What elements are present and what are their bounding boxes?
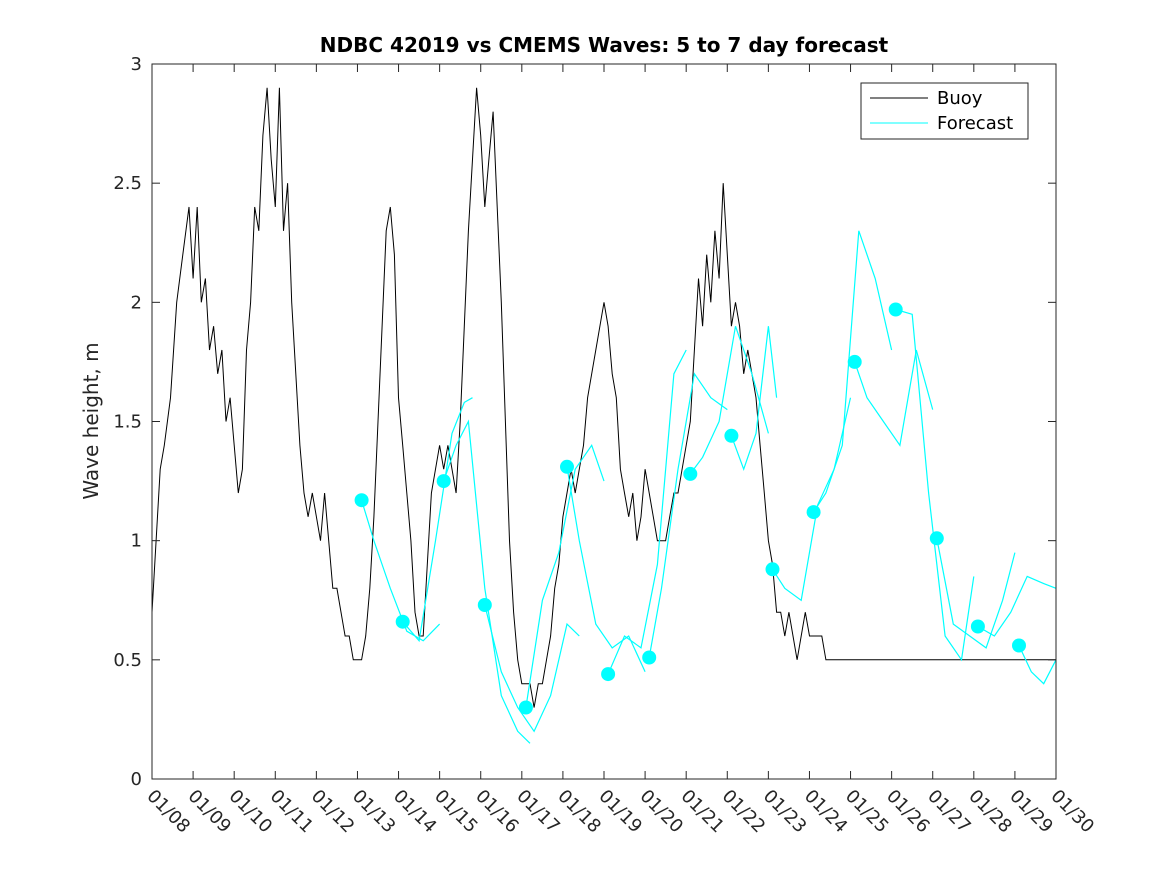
x-tick-label: 01/17 [512, 786, 564, 838]
legend-box [860, 82, 1029, 140]
x-tick-label: 01/14 [389, 786, 441, 838]
chart-title: NDBC 42019 vs CMEMS Waves: 5 to 7 day fo… [320, 33, 889, 57]
legend-buoy-label: Buoy [937, 88, 983, 109]
y-tick-label: 3 [131, 54, 142, 75]
forecast-marker [395, 614, 410, 629]
forecast-series-line-14 [895, 308, 975, 662]
forecast-marker [518, 700, 533, 715]
y-tick-label: 1.5 [113, 412, 142, 433]
forecast-marker [724, 428, 739, 443]
x-tick-label: 01/18 [553, 786, 605, 838]
forecast-marker [601, 667, 616, 682]
x-tick-label: 01/26 [882, 786, 934, 838]
forecast-series-line-5 [525, 443, 605, 708]
forecast-series-line-9 [689, 326, 769, 475]
forecast-marker [436, 474, 451, 489]
y-tick-label: 0 [131, 769, 142, 790]
x-tick-label: 01/28 [964, 786, 1016, 838]
forecast-marker [847, 354, 862, 369]
forecast-series-line-7 [607, 349, 687, 675]
forecast-marker [642, 650, 657, 665]
x-tick-label: 01/09 [184, 786, 236, 838]
x-tick-label: 01/10 [225, 786, 277, 838]
y-tick-label: 1 [131, 531, 142, 552]
marker-layer [354, 302, 1026, 715]
forecast-series-line-4 [484, 604, 580, 733]
legend: Buoy Forecast [860, 82, 1029, 140]
forecast-marker [560, 459, 574, 474]
forecast-series-line-11 [771, 397, 852, 602]
x-tick-label: 01/23 [759, 786, 811, 838]
forecast-series-line-12 [813, 230, 893, 513]
forecast-series-line-1 [361, 500, 441, 642]
plot-area: 00.511.522.5301/0801/0901/1001/1101/1201… [113, 54, 1098, 837]
forecast-marker [888, 302, 903, 317]
buoy-series-line [151, 87, 1056, 708]
forecast-series-line-8 [648, 372, 728, 658]
forecast-series-line-6 [566, 466, 646, 673]
y-axis-label: Wave height, m [79, 342, 103, 499]
forecast-series-line-3 [443, 419, 531, 744]
x-tick-label: 01/25 [841, 786, 893, 838]
x-tick-label: 01/22 [718, 786, 770, 838]
forecast-series-line-10 [730, 326, 778, 471]
forecast-marker [929, 531, 944, 546]
y-tick-label: 2 [131, 292, 142, 313]
forecast-marker [683, 466, 698, 481]
x-tick-label: 01/12 [307, 786, 359, 838]
forecast-marker [765, 562, 780, 577]
forecast-marker [970, 619, 985, 634]
forecast-series-line-17 [1018, 645, 1057, 685]
forecast-series-line-15 [936, 538, 1016, 649]
x-tick-label: 01/13 [348, 786, 400, 838]
forecast-marker [806, 505, 821, 520]
legend-forecast-label: Forecast [937, 113, 1013, 134]
x-tick-label: 01/21 [677, 786, 729, 838]
x-tick-label: 01/11 [266, 786, 318, 838]
x-tick-label: 01/27 [923, 786, 975, 838]
x-tick-label: 01/19 [594, 786, 646, 838]
x-tick-label: 01/24 [800, 786, 852, 838]
x-tick-label: 01/16 [471, 786, 523, 838]
forecast-marker [354, 493, 369, 508]
x-tick-label: 01/15 [430, 786, 482, 838]
x-tick-label: 01/30 [1046, 786, 1098, 838]
x-tick-label: 01/08 [142, 786, 194, 838]
forecast-series-line-13 [854, 349, 934, 447]
y-tick-label: 2.5 [113, 173, 142, 194]
x-tick-label: 01/29 [1005, 786, 1057, 838]
forecast-marker [1012, 638, 1026, 653]
y-tick-label: 0.5 [113, 650, 142, 671]
x-tick-label: 01/20 [636, 786, 688, 838]
forecast-series-line-16 [977, 575, 1057, 637]
forecast-marker [477, 598, 492, 612]
